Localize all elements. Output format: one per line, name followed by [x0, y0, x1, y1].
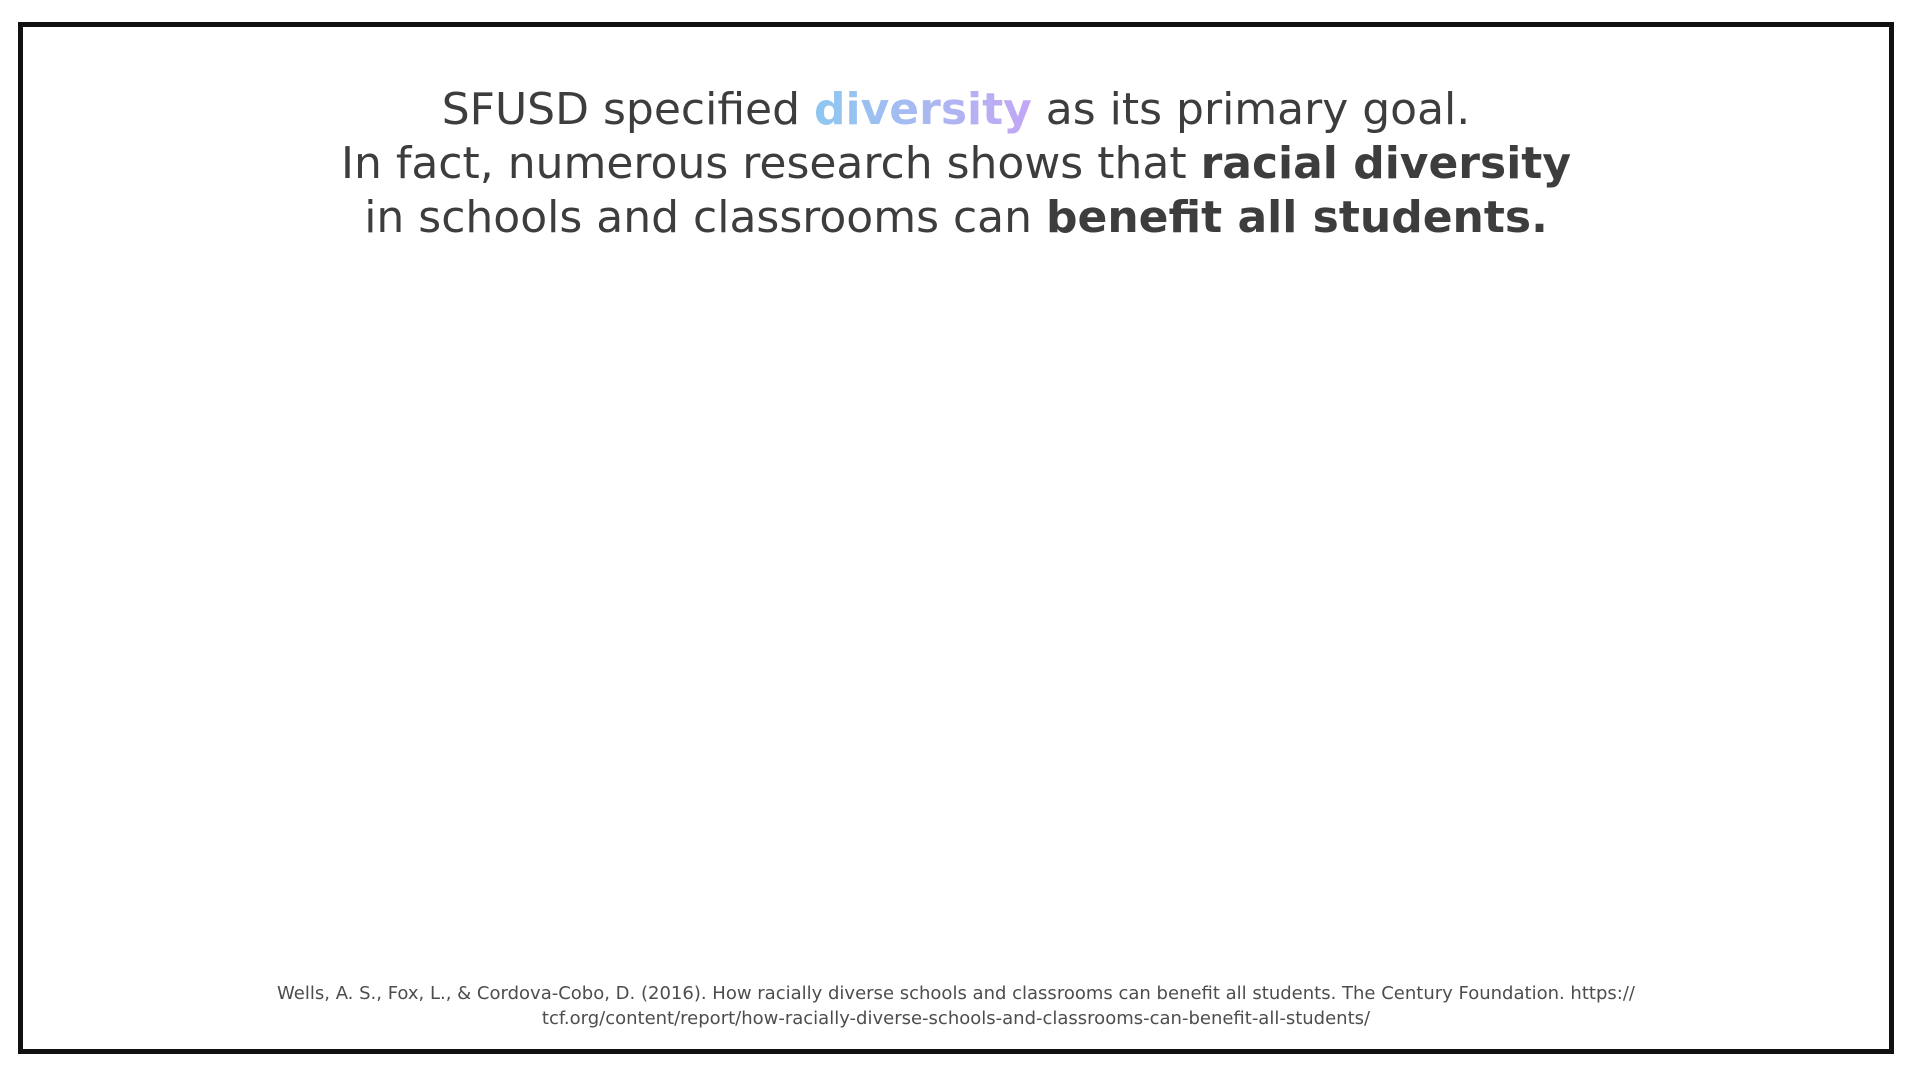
- citation-line-2: tcf.org/content/report/how-racially-dive…: [541, 1008, 1371, 1029]
- bold-phrase-racial-diversity: racial diversity: [1200, 138, 1571, 189]
- slide-frame: SFUSD specified diversity as its primary…: [18, 22, 1894, 1054]
- slide-headline: SFUSD specified diversity as its primary…: [23, 83, 1889, 245]
- headline-line-1-end: as its primary goal.: [1031, 84, 1471, 135]
- headline-line-3-text: in schools and classrooms can: [364, 192, 1047, 243]
- highlighted-word-diversity: diversity: [814, 84, 1032, 135]
- source-citation: Wells, A. S., Fox, L., & Cordova-Cobo, D…: [23, 981, 1889, 1031]
- headline-line-3: in schools and classrooms can benefit al…: [23, 191, 1889, 245]
- headline-line-1: SFUSD specified diversity as its primary…: [23, 83, 1889, 137]
- bold-phrase-benefit-all-students: benefit all students.: [1046, 192, 1548, 243]
- citation-line-1: Wells, A. S., Fox, L., & Cordova-Cobo, D…: [277, 983, 1635, 1004]
- headline-line-2-text: In fact, numerous research shows that: [340, 138, 1201, 189]
- headline-line-2: In fact, numerous research shows that ra…: [23, 137, 1889, 191]
- headline-line-1-text: SFUSD specified: [441, 84, 815, 135]
